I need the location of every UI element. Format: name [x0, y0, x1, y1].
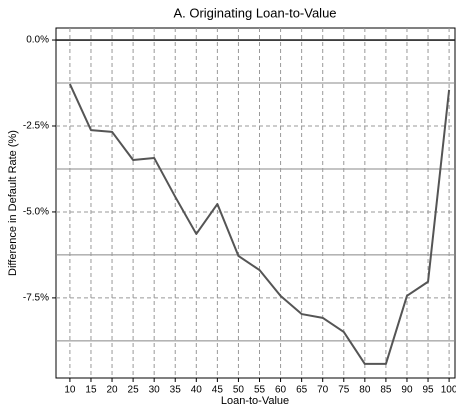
y-tick-label: -5.0% — [23, 207, 49, 218]
x-tick-label: 75 — [338, 385, 350, 396]
x-tick-label: 15 — [85, 385, 97, 396]
plot-frame — [55, 27, 456, 379]
y-tick-label: -2.5% — [23, 121, 49, 132]
x-tick-label: 45 — [212, 385, 224, 396]
x-tick-label: 65 — [296, 385, 308, 396]
x-tick-label: 55 — [254, 385, 266, 396]
y-tick-label: -7.5% — [23, 293, 49, 304]
x-tick-label: 35 — [170, 385, 182, 396]
x-tick-label: 10 — [64, 385, 76, 396]
x-tick-label: 30 — [149, 385, 161, 396]
x-tick-label: 80 — [359, 385, 371, 396]
x-tick-label: 100 — [441, 385, 456, 396]
x-axis-label: Loan-to-Value — [221, 395, 289, 407]
x-tick-label: 90 — [401, 385, 413, 396]
y-tick-label: 0.0% — [26, 35, 49, 46]
x-tick-label: 25 — [128, 385, 140, 396]
x-tick-label: 95 — [422, 385, 434, 396]
y-axis-label: Difference in Default Rate (%) — [7, 130, 19, 276]
x-tick-label: 60 — [275, 385, 287, 396]
chart-title: A. Originating Loan-to-Value — [173, 5, 336, 20]
x-tick-label: 70 — [317, 385, 329, 396]
x-tick-label: 50 — [233, 385, 245, 396]
data-line — [68, 83, 451, 365]
x-tick-label: 40 — [191, 385, 203, 396]
x-tick-label: 20 — [106, 385, 118, 396]
x-tick-label: 85 — [380, 385, 392, 396]
